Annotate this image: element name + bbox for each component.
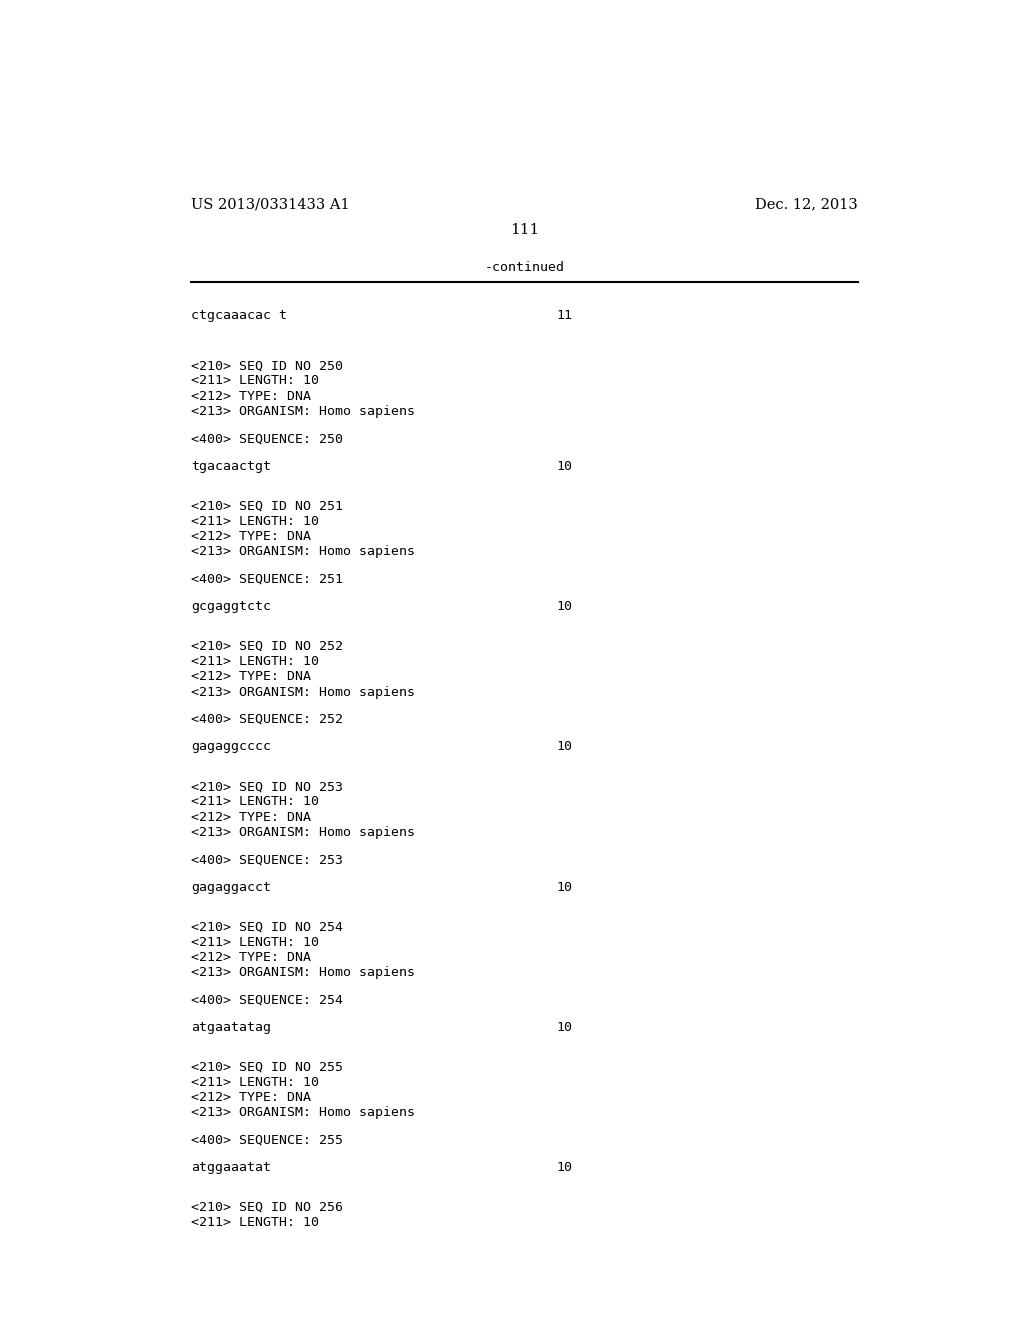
Text: <400> SEQUENCE: 250: <400> SEQUENCE: 250 bbox=[191, 433, 343, 445]
Text: 11: 11 bbox=[557, 309, 572, 322]
Text: <210> SEQ ID NO 253: <210> SEQ ID NO 253 bbox=[191, 780, 343, 793]
Text: <210> SEQ ID NO 250: <210> SEQ ID NO 250 bbox=[191, 359, 343, 372]
Text: <211> LENGTH: 10: <211> LENGTH: 10 bbox=[191, 515, 319, 528]
Text: <400> SEQUENCE: 255: <400> SEQUENCE: 255 bbox=[191, 1134, 343, 1147]
Text: 10: 10 bbox=[557, 601, 572, 612]
Text: <211> LENGTH: 10: <211> LENGTH: 10 bbox=[191, 936, 319, 949]
Text: <211> LENGTH: 10: <211> LENGTH: 10 bbox=[191, 1076, 319, 1089]
Text: gagaggacct: gagaggacct bbox=[191, 880, 271, 894]
Text: <400> SEQUENCE: 253: <400> SEQUENCE: 253 bbox=[191, 853, 343, 866]
Text: <213> ORGANISM: Homo sapiens: <213> ORGANISM: Homo sapiens bbox=[191, 826, 416, 838]
Text: <213> ORGANISM: Homo sapiens: <213> ORGANISM: Homo sapiens bbox=[191, 405, 416, 418]
Text: <211> LENGTH: 10: <211> LENGTH: 10 bbox=[191, 1216, 319, 1229]
Text: gcgaggtctc: gcgaggtctc bbox=[191, 601, 271, 612]
Text: <210> SEQ ID NO 256: <210> SEQ ID NO 256 bbox=[191, 1201, 343, 1214]
Text: ctgcaaacac t: ctgcaaacac t bbox=[191, 309, 288, 322]
Text: tgacaactgt: tgacaactgt bbox=[191, 459, 271, 473]
Text: <210> SEQ ID NO 255: <210> SEQ ID NO 255 bbox=[191, 1060, 343, 1073]
Text: 10: 10 bbox=[557, 1162, 572, 1175]
Text: Dec. 12, 2013: Dec. 12, 2013 bbox=[756, 197, 858, 211]
Text: <213> ORGANISM: Homo sapiens: <213> ORGANISM: Homo sapiens bbox=[191, 685, 416, 698]
Text: <213> ORGANISM: Homo sapiens: <213> ORGANISM: Homo sapiens bbox=[191, 1106, 416, 1119]
Text: <210> SEQ ID NO 254: <210> SEQ ID NO 254 bbox=[191, 920, 343, 933]
Text: <211> LENGTH: 10: <211> LENGTH: 10 bbox=[191, 375, 319, 388]
Text: <212> TYPE: DNA: <212> TYPE: DNA bbox=[191, 389, 311, 403]
Text: <212> TYPE: DNA: <212> TYPE: DNA bbox=[191, 950, 311, 964]
Text: <213> ORGANISM: Homo sapiens: <213> ORGANISM: Homo sapiens bbox=[191, 966, 416, 979]
Text: <212> TYPE: DNA: <212> TYPE: DNA bbox=[191, 1092, 311, 1104]
Text: atggaaatat: atggaaatat bbox=[191, 1162, 271, 1175]
Text: 10: 10 bbox=[557, 741, 572, 754]
Text: 111: 111 bbox=[510, 223, 540, 236]
Text: <211> LENGTH: 10: <211> LENGTH: 10 bbox=[191, 655, 319, 668]
Text: <213> ORGANISM: Homo sapiens: <213> ORGANISM: Homo sapiens bbox=[191, 545, 416, 558]
Text: <400> SEQUENCE: 251: <400> SEQUENCE: 251 bbox=[191, 573, 343, 586]
Text: <400> SEQUENCE: 252: <400> SEQUENCE: 252 bbox=[191, 713, 343, 726]
Text: 10: 10 bbox=[557, 459, 572, 473]
Text: <212> TYPE: DNA: <212> TYPE: DNA bbox=[191, 531, 311, 543]
Text: atgaatatag: atgaatatag bbox=[191, 1020, 271, 1034]
Text: <210> SEQ ID NO 251: <210> SEQ ID NO 251 bbox=[191, 499, 343, 512]
Text: <212> TYPE: DNA: <212> TYPE: DNA bbox=[191, 810, 311, 824]
Text: <211> LENGTH: 10: <211> LENGTH: 10 bbox=[191, 795, 319, 808]
Text: gagaggcccc: gagaggcccc bbox=[191, 741, 271, 754]
Text: -continued: -continued bbox=[484, 260, 565, 273]
Text: 10: 10 bbox=[557, 880, 572, 894]
Text: 10: 10 bbox=[557, 1020, 572, 1034]
Text: <210> SEQ ID NO 252: <210> SEQ ID NO 252 bbox=[191, 640, 343, 653]
Text: <400> SEQUENCE: 254: <400> SEQUENCE: 254 bbox=[191, 994, 343, 1006]
Text: US 2013/0331433 A1: US 2013/0331433 A1 bbox=[191, 197, 350, 211]
Text: <212> TYPE: DNA: <212> TYPE: DNA bbox=[191, 671, 311, 684]
